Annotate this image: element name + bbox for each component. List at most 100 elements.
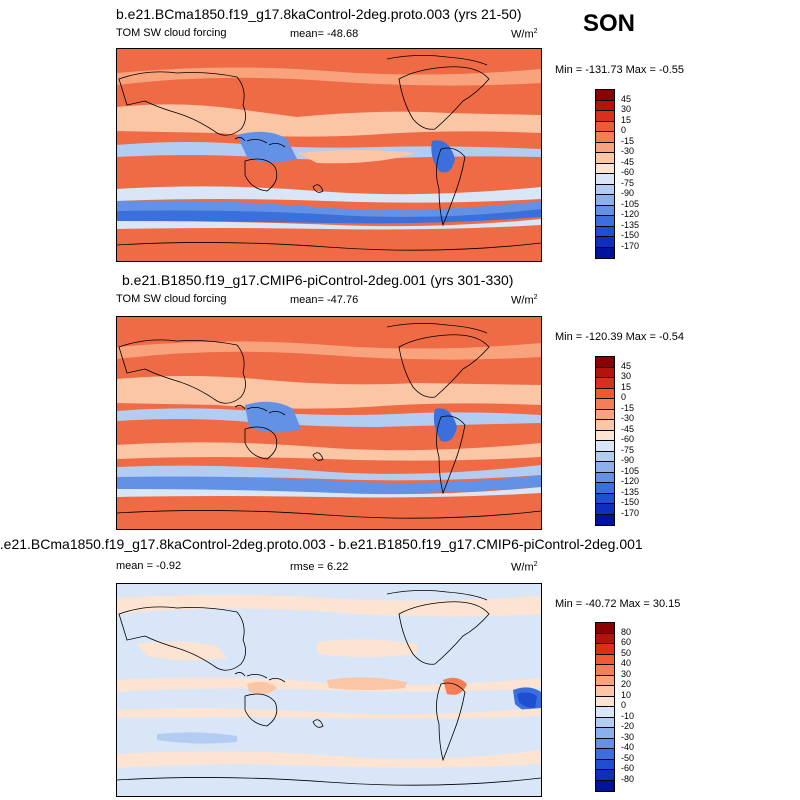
- colorbar-box: [596, 770, 614, 781]
- colorbar-label: -60: [621, 167, 635, 177]
- colorbar-box: [596, 111, 614, 122]
- panel1-variable-label: TOM SW cloud forcing: [116, 27, 227, 39]
- panel1-map: [116, 48, 542, 262]
- colorbar-box: [596, 226, 614, 237]
- colorbar-box: [596, 216, 614, 227]
- colorbar-label: 40: [621, 658, 632, 668]
- colorbar-box: [596, 121, 614, 132]
- colorbar-box: [596, 749, 614, 760]
- colorbar-box: [596, 707, 614, 718]
- colorbar-box: [596, 441, 614, 452]
- colorbar-label: 0: [621, 392, 627, 402]
- colorbar-box: [596, 623, 614, 634]
- colorbar-box: [596, 686, 614, 697]
- panel1-minmax: Min = -131.73 Max = -0.55: [555, 64, 685, 76]
- panel1-units: W/m2: [511, 28, 538, 41]
- colorbar-label: 80: [621, 626, 632, 637]
- panel2-minmax: Min = -120.39 Max = -0.54: [555, 331, 685, 343]
- colorbar-label: -90: [621, 188, 635, 198]
- colorbar-label: -90: [621, 455, 635, 465]
- colorbar-label: -60: [621, 434, 635, 444]
- colorbar-box: [596, 184, 614, 195]
- colorbar-box: [596, 153, 614, 164]
- colorbar-box: [596, 462, 614, 473]
- colorbar-box: [596, 759, 614, 770]
- colorbar-box: [596, 483, 614, 494]
- colorbar-label: 30: [621, 371, 632, 381]
- colorbar-label: -105: [621, 465, 640, 476]
- colorbar-box: [596, 174, 614, 185]
- colorbar-label: -75: [621, 444, 635, 455]
- colorbar-box: [596, 493, 614, 504]
- colorbar-label: 15: [621, 114, 632, 125]
- colorbar-box: [596, 90, 614, 101]
- colorbar-label: 45: [621, 360, 632, 371]
- colorbar-label: 20: [621, 679, 632, 689]
- colorbar-label: 50: [621, 647, 632, 658]
- colorbar-label: 10: [621, 689, 632, 700]
- colorbar-label: -60: [621, 763, 635, 773]
- colorbar-label: -15: [621, 135, 635, 146]
- colorbar-box: [596, 142, 614, 153]
- colorbar-box: [596, 514, 614, 525]
- colorbar-label: -170: [621, 240, 640, 251]
- colorbar-box: [596, 420, 614, 431]
- colorbar-box: [596, 675, 614, 686]
- colorbar-label: 0: [621, 125, 627, 135]
- colorbar-box: [596, 472, 614, 483]
- colorbar-label: 15: [621, 381, 632, 392]
- colorbar-label: -150: [621, 497, 640, 507]
- colorbar-label: 0: [621, 700, 627, 710]
- colorbar-label: -45: [621, 156, 635, 167]
- colorbar-label: -120: [621, 476, 640, 486]
- colorbar-box: [596, 132, 614, 143]
- colorbar-label: -135: [621, 486, 640, 497]
- colorbar-label: 30: [621, 668, 632, 679]
- colorbar-box: [596, 247, 614, 258]
- colorbar-label: -40: [621, 742, 635, 752]
- colorbar-box: [596, 399, 614, 410]
- panel3-rmse-label: rmse = 6.22: [290, 561, 349, 573]
- colorbar-box: [596, 195, 614, 206]
- colorbar-label: -105: [621, 198, 640, 209]
- colorbar-label: -30: [621, 731, 635, 742]
- panel2-colorbar: [595, 356, 615, 526]
- colorbar-label: -10: [621, 710, 635, 721]
- colorbar-box: [596, 237, 614, 248]
- colorbar-box: [596, 717, 614, 728]
- panel3-title: b.e21.BCma1850.f19_g17.8kaControl-2deg.p…: [0, 536, 643, 552]
- colorbar-box: [596, 696, 614, 707]
- panel2-map: [116, 316, 542, 530]
- panel1-colorbar: [595, 89, 615, 259]
- colorbar-label: -170: [621, 507, 640, 518]
- colorbar-label: -50: [621, 752, 635, 763]
- panel3-minmax: Min = -40.72 Max = 30.15: [555, 598, 681, 610]
- season-label: SON: [583, 10, 636, 37]
- panel1-mean-label: mean= -48.68: [290, 28, 359, 40]
- colorbar-box: [596, 378, 614, 389]
- colorbar-label: 60: [621, 637, 632, 647]
- colorbar-box: [596, 728, 614, 739]
- colorbar-label: -30: [621, 146, 635, 156]
- colorbar-label: 45: [621, 93, 632, 104]
- colorbar-label: -30: [621, 413, 635, 423]
- colorbar-label: -45: [621, 423, 635, 434]
- panel3-units: W/m2: [511, 561, 538, 574]
- colorbar-box: [596, 665, 614, 676]
- colorbar-box: [596, 430, 614, 441]
- colorbar-box: [596, 100, 614, 111]
- colorbar-box: [596, 388, 614, 399]
- panel3-map: [116, 583, 542, 797]
- colorbar-box: [596, 738, 614, 749]
- colorbar-box: [596, 451, 614, 462]
- colorbar-label: -120: [621, 209, 640, 219]
- colorbar-label: -80: [621, 773, 635, 784]
- colorbar-box: [596, 504, 614, 515]
- panel3-mean-label: mean = -0.92: [116, 560, 182, 572]
- colorbar-box: [596, 780, 614, 791]
- colorbar-label: 30: [621, 104, 632, 114]
- panel2-units: W/m2: [511, 294, 538, 307]
- colorbar-label: -135: [621, 219, 640, 230]
- colorbar-box: [596, 367, 614, 378]
- panel3-colorbar: [595, 622, 615, 792]
